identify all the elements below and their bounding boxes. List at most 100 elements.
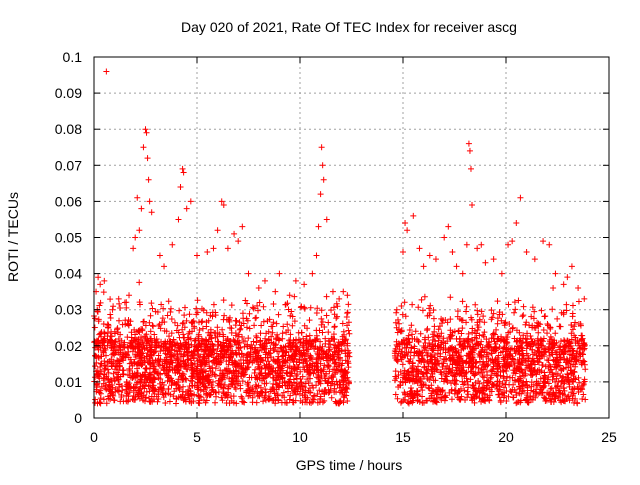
roti-cloud-point	[422, 369, 429, 376]
roti-cloud-point	[572, 339, 579, 346]
roti-cloud-point	[107, 296, 114, 303]
roti-data-point	[144, 155, 151, 162]
roti-cloud-point	[170, 393, 177, 400]
roti-cloud-point	[256, 365, 263, 372]
roti-cloud-point	[510, 324, 517, 331]
roti-cloud-point	[438, 330, 445, 337]
roti-cloud-point	[336, 378, 343, 385]
roti-cloud-point	[461, 373, 468, 380]
roti-cloud-point	[276, 336, 283, 343]
roti-cloud-point	[97, 390, 104, 397]
roti-cloud-point	[572, 319, 579, 326]
roti-cloud-point	[232, 330, 239, 337]
roti-cloud-point	[201, 359, 208, 366]
roti-cloud-point	[255, 307, 262, 314]
roti-cloud-point	[398, 356, 405, 363]
roti-cloud-point	[477, 349, 484, 356]
roti-cloud-point	[514, 363, 521, 370]
y-tick-label: 0.07	[55, 157, 82, 173]
roti-cloud-point	[342, 337, 349, 344]
roti-cloud-point	[285, 388, 292, 395]
roti-cloud-point	[463, 308, 470, 315]
roti-cloud-point	[323, 389, 330, 396]
roti-data-point	[169, 241, 176, 248]
roti-cloud-point	[103, 386, 110, 393]
roti-cloud-point	[152, 308, 159, 315]
roti-cloud-point	[292, 397, 299, 404]
roti-cloud-point	[561, 355, 568, 362]
roti-cloud-point	[394, 329, 401, 336]
roti-cloud-point	[227, 353, 234, 360]
roti-cloud-point	[129, 337, 136, 344]
roti-cloud-point	[300, 344, 307, 351]
roti-cloud-point	[542, 397, 549, 404]
roti-cloud-point	[522, 366, 529, 373]
roti-cloud-point	[201, 367, 208, 374]
roti-cloud-point	[309, 365, 316, 372]
roti-cloud-point	[329, 356, 336, 363]
roti-cloud-point	[444, 378, 451, 385]
roti-cloud-point	[556, 323, 563, 330]
roti-cloud-point	[520, 312, 527, 319]
roti-cloud-point	[182, 398, 189, 405]
roti-cloud-point	[406, 326, 413, 333]
roti-cloud-point	[181, 304, 188, 311]
roti-cloud-point	[140, 382, 147, 389]
roti-cloud-point	[105, 376, 112, 383]
roti-cloud-point	[319, 343, 326, 350]
roti-data-point	[420, 263, 427, 270]
roti-cloud-point	[434, 342, 441, 349]
roti-cloud-point	[313, 336, 320, 343]
roti-cloud-point	[343, 314, 350, 321]
roti-cloud-point	[304, 394, 311, 401]
roti-cloud-point	[147, 312, 154, 319]
roti-cloud-point	[262, 392, 269, 399]
roti-cloud-point	[246, 374, 253, 381]
roti-cloud-point	[393, 375, 400, 382]
roti-cloud-point	[274, 331, 281, 338]
roti-cloud-point	[229, 347, 236, 354]
roti-cloud-point	[236, 326, 243, 333]
roti-cloud-point	[214, 338, 221, 345]
roti-cloud-point	[125, 393, 132, 400]
roti-cloud-point	[516, 383, 523, 390]
roti-cloud-point	[330, 335, 337, 342]
roti-cloud-point	[523, 350, 530, 357]
roti-cloud-point	[395, 384, 402, 391]
roti-cloud-point	[414, 368, 421, 375]
roti-cloud-point	[221, 312, 228, 319]
roti-cloud-point	[207, 329, 214, 336]
roti-cloud-point	[408, 322, 415, 329]
roti-cloud-point	[123, 304, 130, 311]
roti-cloud-point	[569, 310, 576, 317]
roti-cloud-point	[401, 372, 408, 379]
roti-cloud-point	[346, 349, 353, 356]
roti-cloud-point	[510, 381, 517, 388]
roti-cloud-point	[174, 351, 181, 358]
roti-cloud-point	[468, 363, 475, 370]
y-tick-label: 0.1	[63, 49, 83, 65]
roti-cloud-point	[171, 319, 178, 326]
roti-cloud-point	[449, 346, 456, 353]
roti-cloud-point	[323, 293, 330, 300]
roti-cloud-point	[431, 398, 438, 405]
roti-cloud-point	[253, 383, 260, 390]
roti-cloud-point	[474, 307, 481, 314]
roti-data-point	[426, 252, 433, 259]
roti-cloud-point	[157, 371, 164, 378]
roti-cloud-point	[496, 378, 503, 385]
roti-cloud-point	[535, 329, 542, 336]
roti-data-point	[463, 241, 470, 248]
roti-cloud-point	[128, 360, 135, 367]
roti-cloud-point	[102, 346, 109, 353]
roti-cloud-point	[497, 349, 504, 356]
roti-cloud-point	[332, 349, 339, 356]
roti-cloud-point	[194, 380, 201, 387]
roti-data-point	[245, 270, 252, 277]
roti-cloud-point	[519, 313, 526, 320]
roti-cloud-point	[392, 391, 399, 398]
roti-cloud-point	[106, 379, 113, 386]
roti-data-point	[474, 245, 481, 252]
roti-cloud-point	[196, 326, 203, 333]
roti-cloud-point	[458, 330, 465, 337]
